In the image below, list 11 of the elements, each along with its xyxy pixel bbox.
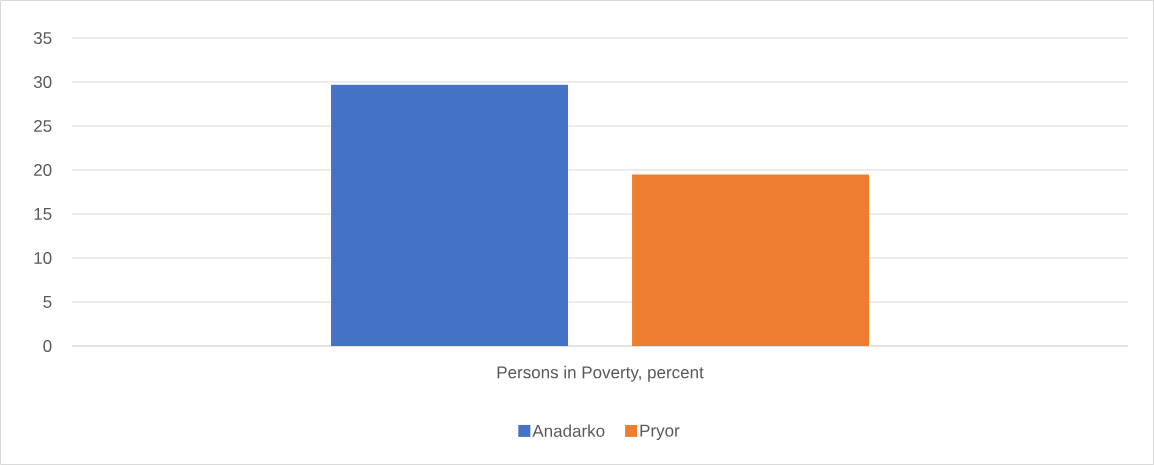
y-tick-label: 20 <box>34 163 52 177</box>
y-tick-label: 25 <box>34 119 52 133</box>
y-tick-label: 30 <box>33 75 52 89</box>
y-tick-label: 35 <box>33 31 52 45</box>
y-tick-label: 5 <box>43 296 52 308</box>
x-tick-label: Persons in Poverty, percent <box>497 365 704 382</box>
y-tick-label: 15 <box>34 208 52 220</box>
legend-label: Pryor <box>640 424 680 441</box>
y-tick-label: 10 <box>34 251 52 265</box>
y-tick-label: 0 <box>43 339 52 353</box>
legend-label: Anadarko <box>532 424 605 437</box>
